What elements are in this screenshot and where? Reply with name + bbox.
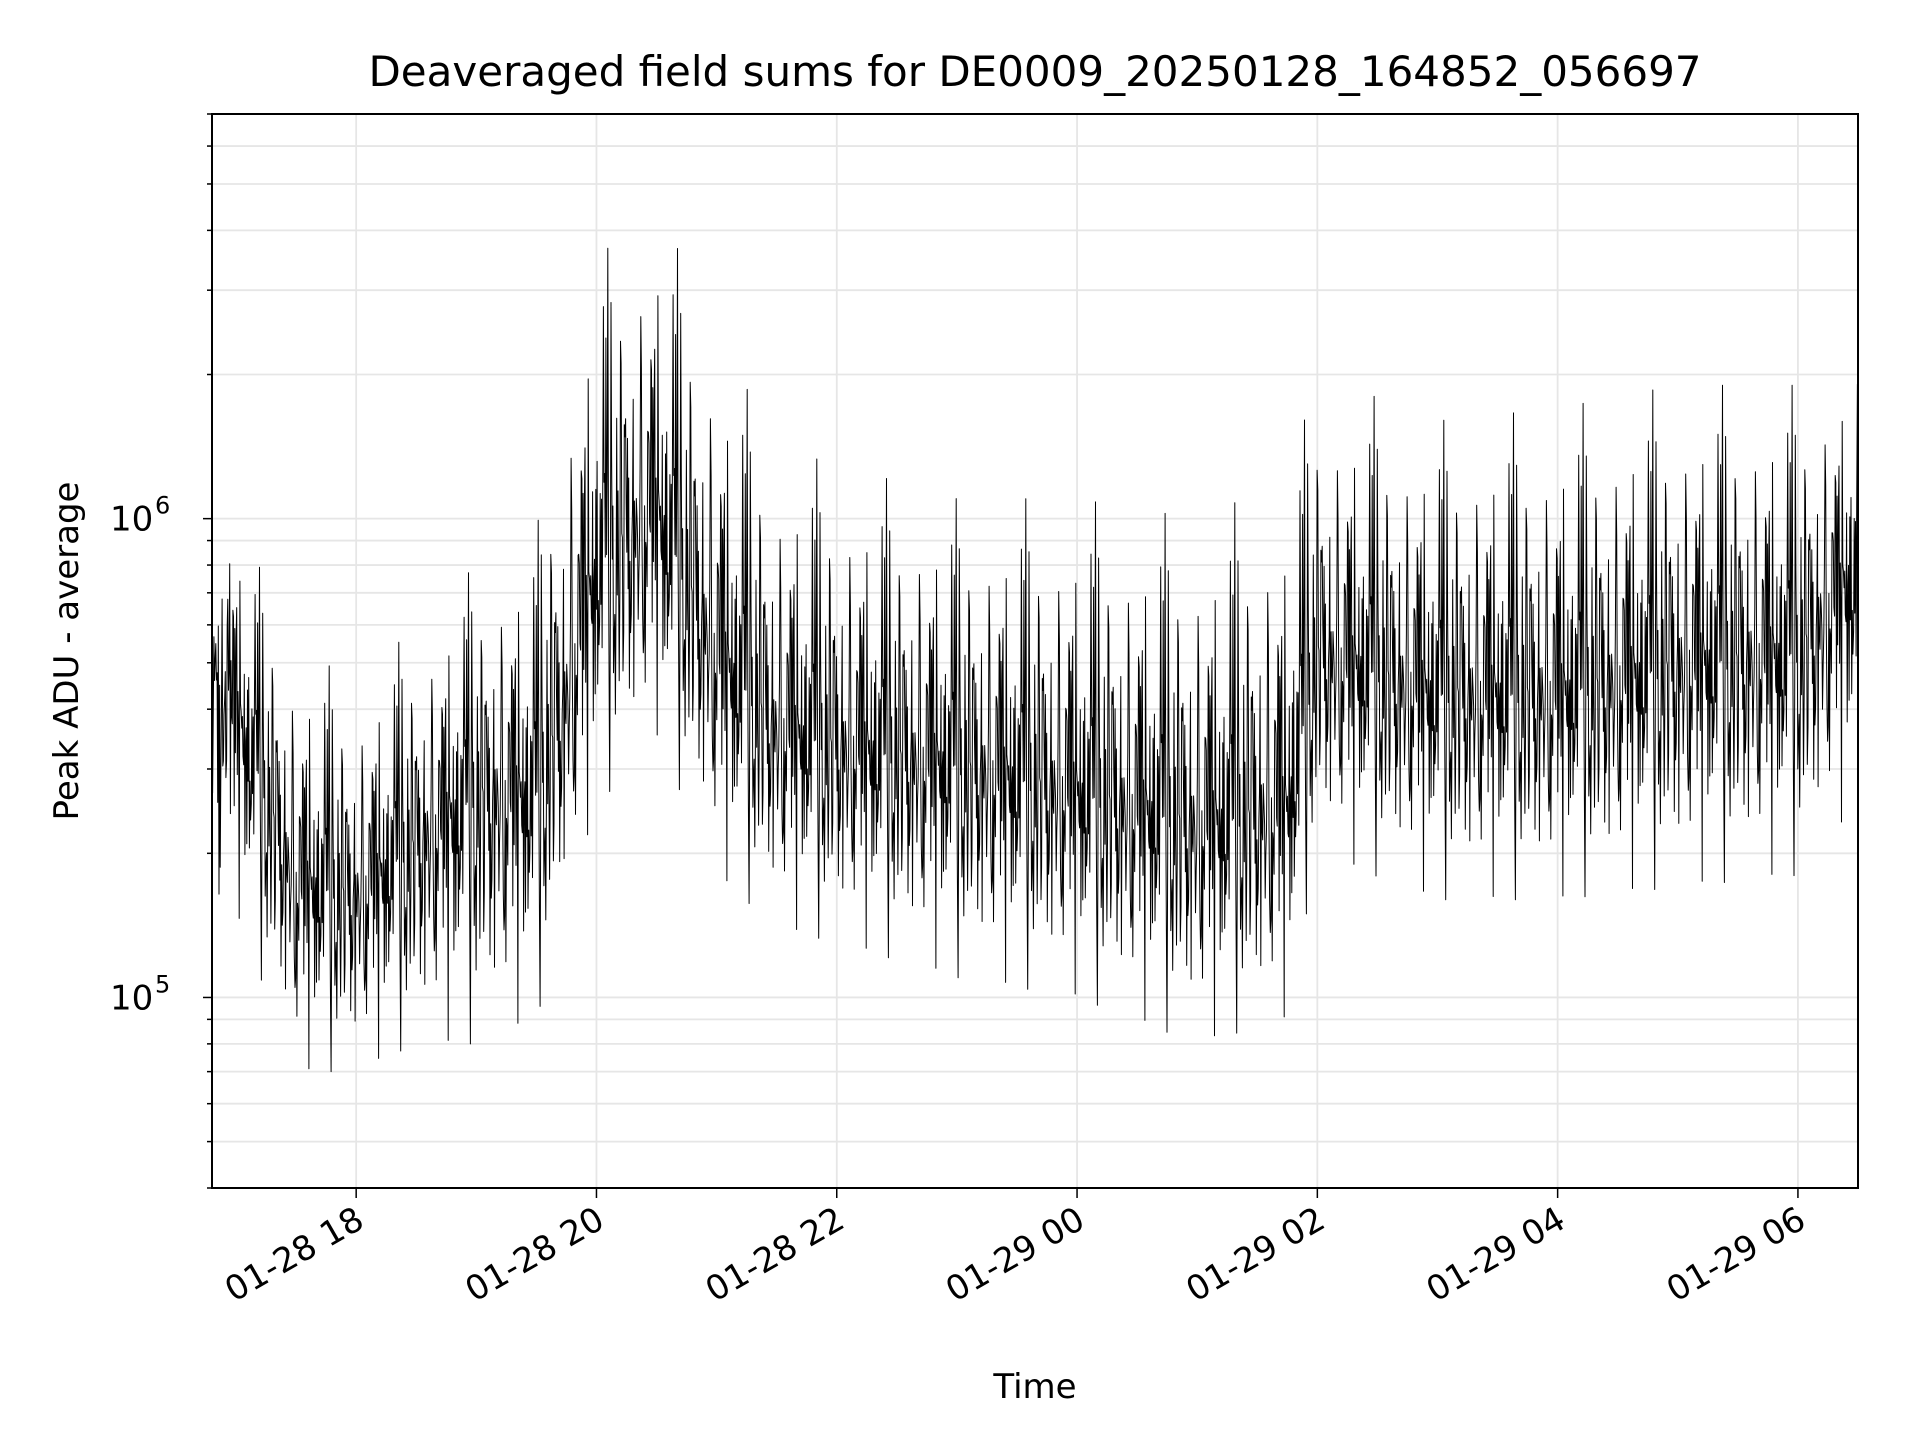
series-line-0 <box>211 247 1859 1073</box>
y-tick-exponent: 6 <box>155 492 170 520</box>
data-layer <box>211 247 1859 1073</box>
y-axis-label: Peak ADU - average <box>47 482 87 821</box>
y-tick-label: 106 <box>110 492 170 540</box>
y-tick-base: 10 <box>110 500 153 540</box>
x-axis-label: Time <box>992 1367 1076 1407</box>
plot-frame <box>211 113 1859 1189</box>
y-tick-base: 10 <box>110 978 153 1018</box>
y-tick-exponent: 5 <box>155 970 170 998</box>
y-tick-label: 105 <box>110 970 170 1018</box>
chart-title: Deaveraged field sums for DE0009_2025012… <box>368 47 1701 96</box>
